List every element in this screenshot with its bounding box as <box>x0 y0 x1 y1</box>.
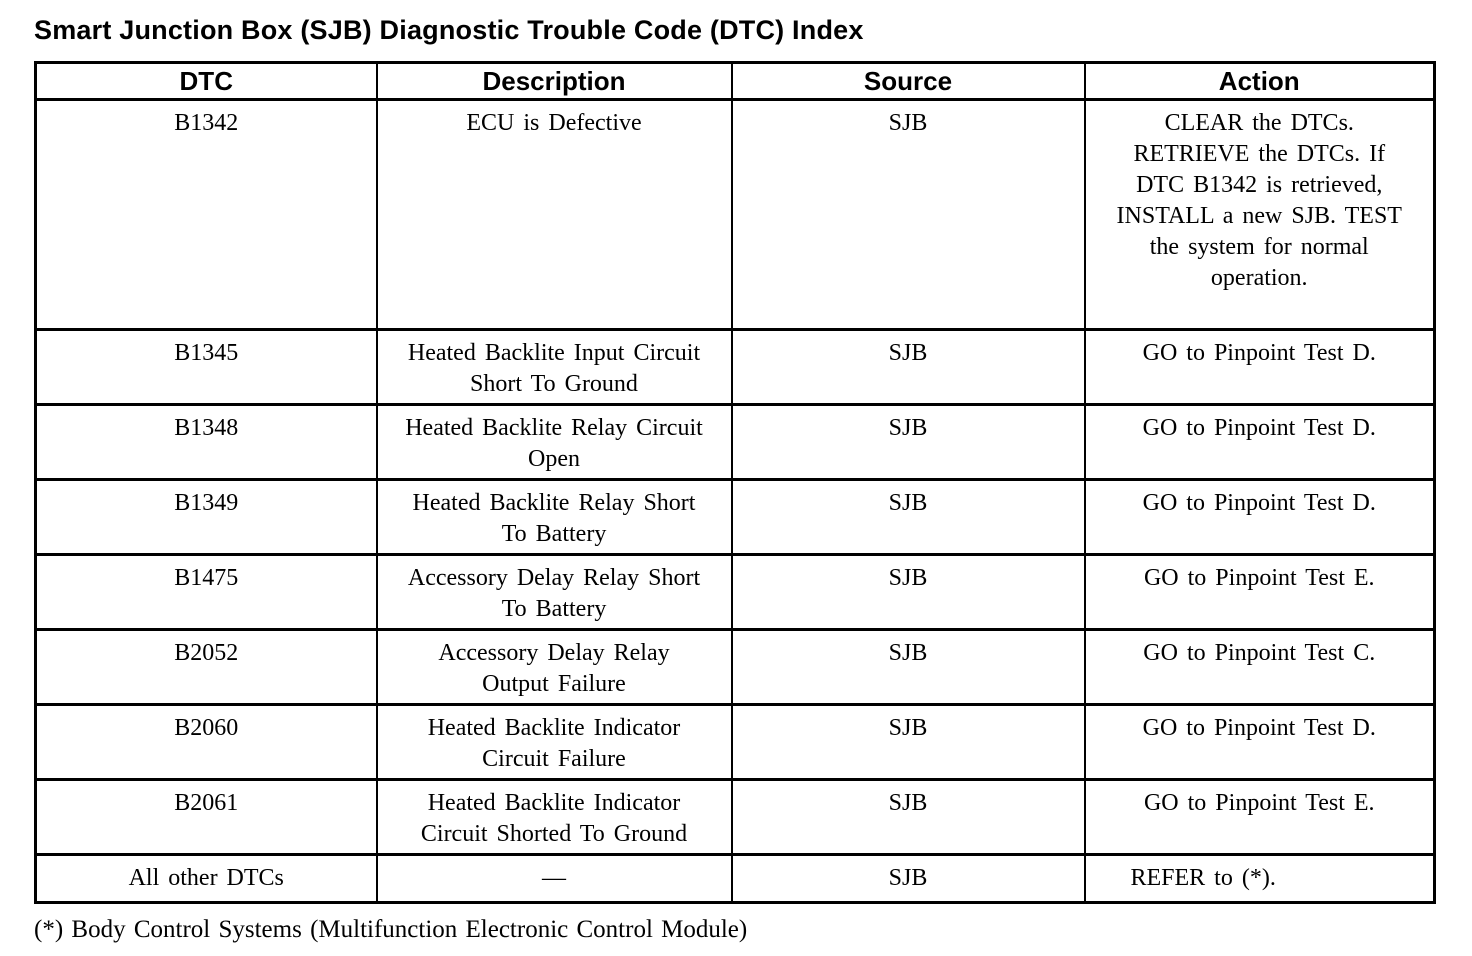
action-cell: GO to Pinpoint Test D. <box>1083 703 1436 781</box>
footnote: (*) Body Control Systems (Multifunction … <box>34 916 748 943</box>
action-cell: GO to Pinpoint Test D. <box>1083 403 1436 481</box>
source-text: SJB <box>888 110 928 136</box>
description-text: Heated Backlite Indicator Circuit Shorte… <box>420 790 688 847</box>
action-text: CLEAR the DTCs. RETRIEVE the DTCs. If DT… <box>1116 110 1402 291</box>
action-cell: GO to Pinpoint Test C. <box>1083 628 1436 706</box>
source-text: SJB <box>888 340 928 366</box>
description-text: Accessory Delay Relay Short To Battery <box>407 565 701 622</box>
source-cell: SJB <box>730 478 1086 556</box>
source-cell: SJB <box>730 553 1086 631</box>
description-text: Accessory Delay Relay Output Failure <box>438 640 670 697</box>
dtc-code: B2052 <box>174 640 239 666</box>
dtc-cell: B1342 <box>34 98 378 331</box>
source-text: SJB <box>888 565 928 591</box>
source-text: SJB <box>888 490 928 516</box>
dtc-cell: B1475 <box>34 553 378 631</box>
table-row: All other DTCs — SJB REFER to (*). <box>34 853 1436 904</box>
column-header-description: Description <box>375 61 733 101</box>
table-row: B2060 Heated Backlite Indicator Circuit … <box>34 703 1436 781</box>
action-text: GO to Pinpoint Test D. <box>1142 490 1376 516</box>
dtc-code: B1342 <box>174 110 239 136</box>
action-text: GO to Pinpoint Test C. <box>1143 640 1376 666</box>
source-text: SJB <box>888 640 928 666</box>
column-header-dtc: DTC <box>34 61 378 101</box>
table-row: B2052 Accessory Delay Relay Output Failu… <box>34 628 1436 706</box>
dtc-cell: B2052 <box>34 628 378 706</box>
source-text: SJB <box>888 790 928 816</box>
description-cell: Heated Backlite Indicator Circuit Failur… <box>375 703 733 781</box>
description-cell: Accessory Delay Relay Short To Battery <box>375 553 733 631</box>
action-text: GO to Pinpoint Test D. <box>1142 340 1376 366</box>
column-header-source: Source <box>730 61 1086 101</box>
source-cell: SJB <box>730 703 1086 781</box>
dtc-code: B1345 <box>174 340 239 366</box>
source-text: SJB <box>888 865 928 891</box>
action-text: GO to Pinpoint Test E. <box>1143 790 1375 816</box>
source-cell: SJB <box>730 628 1086 706</box>
action-cell: GO to Pinpoint Test D. <box>1083 328 1436 406</box>
dtc-index-table: DTC Description Source Action B1342 ECU … <box>34 61 1436 904</box>
description-cell: Heated Backlite Input Circuit Short To G… <box>375 328 733 406</box>
action-cell: REFER to (*). <box>1083 853 1436 904</box>
action-cell: GO to Pinpoint Test D. <box>1083 478 1436 556</box>
table-row: B1345 Heated Backlite Input Circuit Shor… <box>34 328 1436 406</box>
action-cell: GO to Pinpoint Test E. <box>1083 778 1436 856</box>
action-text: GO to Pinpoint Test D. <box>1142 415 1376 441</box>
table-row: B2061 Heated Backlite Indicator Circuit … <box>34 778 1436 856</box>
dtc-code: B1349 <box>174 490 239 516</box>
table-row: B1349 Heated Backlite Relay Short To Bat… <box>34 478 1436 556</box>
source-cell: SJB <box>730 328 1086 406</box>
source-cell: SJB <box>730 98 1086 331</box>
dtc-cell: B1349 <box>34 478 378 556</box>
source-cell: SJB <box>730 778 1086 856</box>
action-cell: CLEAR the DTCs. RETRIEVE the DTCs. If DT… <box>1083 98 1436 331</box>
dtc-code: B1475 <box>174 565 239 591</box>
column-header-action: Action <box>1083 61 1436 101</box>
dtc-code: B2061 <box>174 790 239 816</box>
source-text: SJB <box>888 715 928 741</box>
source-cell: SJB <box>730 403 1086 481</box>
description-text: Heated Backlite Relay Circuit Open <box>405 415 703 472</box>
dtc-cell: B1348 <box>34 403 378 481</box>
action-text: GO to Pinpoint Test D. <box>1142 715 1376 741</box>
dtc-cell: B1345 <box>34 328 378 406</box>
description-text: ECU is Defective <box>466 110 642 136</box>
dtc-cell: B2061 <box>34 778 378 856</box>
table-header-row: DTC Description Source Action <box>34 61 1436 101</box>
action-text: REFER to (*). <box>1130 865 1276 891</box>
action-cell: GO to Pinpoint Test E. <box>1083 553 1436 631</box>
action-text: GO to Pinpoint Test E. <box>1143 565 1375 591</box>
dtc-cell: B2060 <box>34 703 378 781</box>
description-text: Heated Backlite Indicator Circuit Failur… <box>427 715 681 772</box>
dtc-code: B1348 <box>174 415 239 441</box>
description-text: Heated Backlite Relay Short To Battery <box>412 490 696 547</box>
description-text: Heated Backlite Input Circuit Short To G… <box>407 340 701 397</box>
table-row: B1475 Accessory Delay Relay Short To Bat… <box>34 553 1436 631</box>
source-text: SJB <box>888 415 928 441</box>
dtc-code: B2060 <box>174 715 239 741</box>
table-row: B1348 Heated Backlite Relay Circuit Open… <box>34 403 1436 481</box>
description-cell: ECU is Defective <box>375 98 733 331</box>
dtc-cell: All other DTCs <box>34 853 378 904</box>
description-cell: Heated Backlite Relay Circuit Open <box>375 403 733 481</box>
page-title: Smart Junction Box (SJB) Diagnostic Trou… <box>34 15 864 45</box>
description-cell: Heated Backlite Indicator Circuit Shorte… <box>375 778 733 856</box>
description-cell: — <box>375 853 733 904</box>
description-text: — <box>542 865 566 891</box>
source-cell: SJB <box>730 853 1086 904</box>
dtc-code: All other DTCs <box>128 865 284 891</box>
description-cell: Heated Backlite Relay Short To Battery <box>375 478 733 556</box>
description-cell: Accessory Delay Relay Output Failure <box>375 628 733 706</box>
table-row: B1342 ECU is Defective SJB CLEAR the DTC… <box>34 98 1436 331</box>
